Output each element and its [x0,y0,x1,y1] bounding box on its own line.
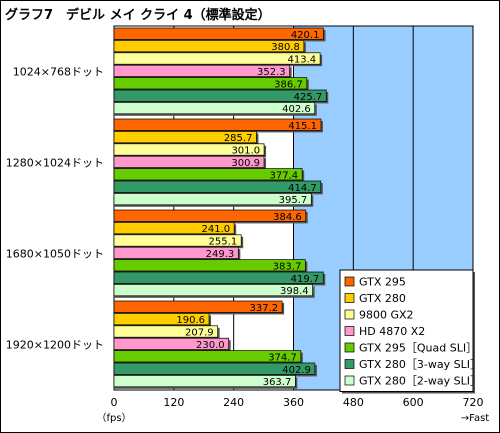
data-label: 419.7 [291,274,320,285]
bar [113,362,316,375]
data-label: 402.9 [282,365,311,376]
bar [113,143,265,156]
data-label: 300.9 [231,158,260,169]
bar [113,64,291,77]
bar [113,27,324,40]
bar [113,168,303,181]
x-tick-label: 360 [283,396,304,409]
category-label: 1680×1050ドット [6,248,104,261]
bar [113,246,239,259]
x-tick-label: 240 [223,396,244,409]
data-label: 395.7 [279,195,308,206]
category-label: 1920×1200ドット [6,339,104,352]
legend-label: GTX 295［Quad SLI］ [359,342,477,355]
data-label: 230.0 [196,340,225,351]
data-label: 425.7 [294,92,323,103]
bar [113,271,324,284]
chart-title: グラフ7 デビル メイ クライ 4（標準設定） [5,8,271,23]
data-label: 377.4 [270,170,299,181]
legend-swatch [344,326,355,336]
data-label: 190.6 [176,315,205,326]
legend-label: GTX 280［2-way SLI］ [359,375,481,388]
bar [113,193,312,206]
x-tick-label: 720 [463,396,484,409]
x-direction-label: →Fast [461,413,490,424]
bar [113,102,316,115]
legend-swatch [344,293,355,303]
data-label: 363.7 [263,377,292,388]
legend-swatch [344,342,355,353]
bar [113,52,321,65]
x-tick-label: 480 [343,396,364,409]
category-label: 1024×768ドット [13,66,104,79]
legend-box [339,269,474,392]
bar [113,313,210,326]
x-tick-label: 120 [163,396,184,409]
data-label: 398.4 [280,286,309,297]
data-label: 249.3 [206,249,235,260]
bar [113,259,306,272]
data-label: 386.7 [274,79,303,90]
bar [113,222,235,235]
plot-border [113,25,474,391]
bar [113,131,257,144]
legend-label: GTX 295 [359,276,406,289]
bar [113,77,308,90]
data-label: 413.4 [287,55,316,66]
legend-swatch [344,375,355,386]
data-label: 415.1 [288,121,317,132]
data-label: 420.1 [291,30,320,41]
data-label: 301.0 [231,146,260,157]
data-label: 414.7 [288,183,317,194]
x-unit-label: （fps） [96,412,131,424]
data-label: 374.7 [268,352,297,363]
bar [113,40,305,53]
bar [113,375,296,388]
bar [113,209,307,222]
data-label: 207.9 [185,328,214,339]
data-label: 285.7 [224,133,253,144]
legend-swatch [344,276,355,287]
bar [113,155,265,168]
bar [113,337,230,350]
data-label: 380.8 [271,42,300,53]
x-tick-label: 600 [403,396,424,409]
bar [113,234,242,247]
legend-swatch [344,309,355,320]
bar [113,118,322,131]
legend-label: HD 4870 X2 [359,325,425,338]
bar [113,325,219,338]
bar [113,89,327,102]
data-label: 255.1 [209,237,238,248]
legend-label: GTX 280［3-way SLI］ [359,358,481,371]
data-label: 384.6 [273,212,302,223]
data-label: 241.0 [202,224,231,235]
data-label: 337.2 [249,303,278,314]
data-label: 352.3 [257,67,286,78]
bar [113,284,313,297]
data-label: 402.6 [282,104,311,115]
category-label: 1280×1024ドット [6,157,104,170]
legend-label: GTX 280 [359,292,406,305]
bar [113,350,302,363]
legend-label: 9800 GX2 [359,309,414,322]
bar [113,300,283,313]
data-label: 383.7 [273,261,302,272]
bar [113,180,322,193]
x-tick-label: 0 [111,396,118,409]
legend-swatch [344,359,355,369]
